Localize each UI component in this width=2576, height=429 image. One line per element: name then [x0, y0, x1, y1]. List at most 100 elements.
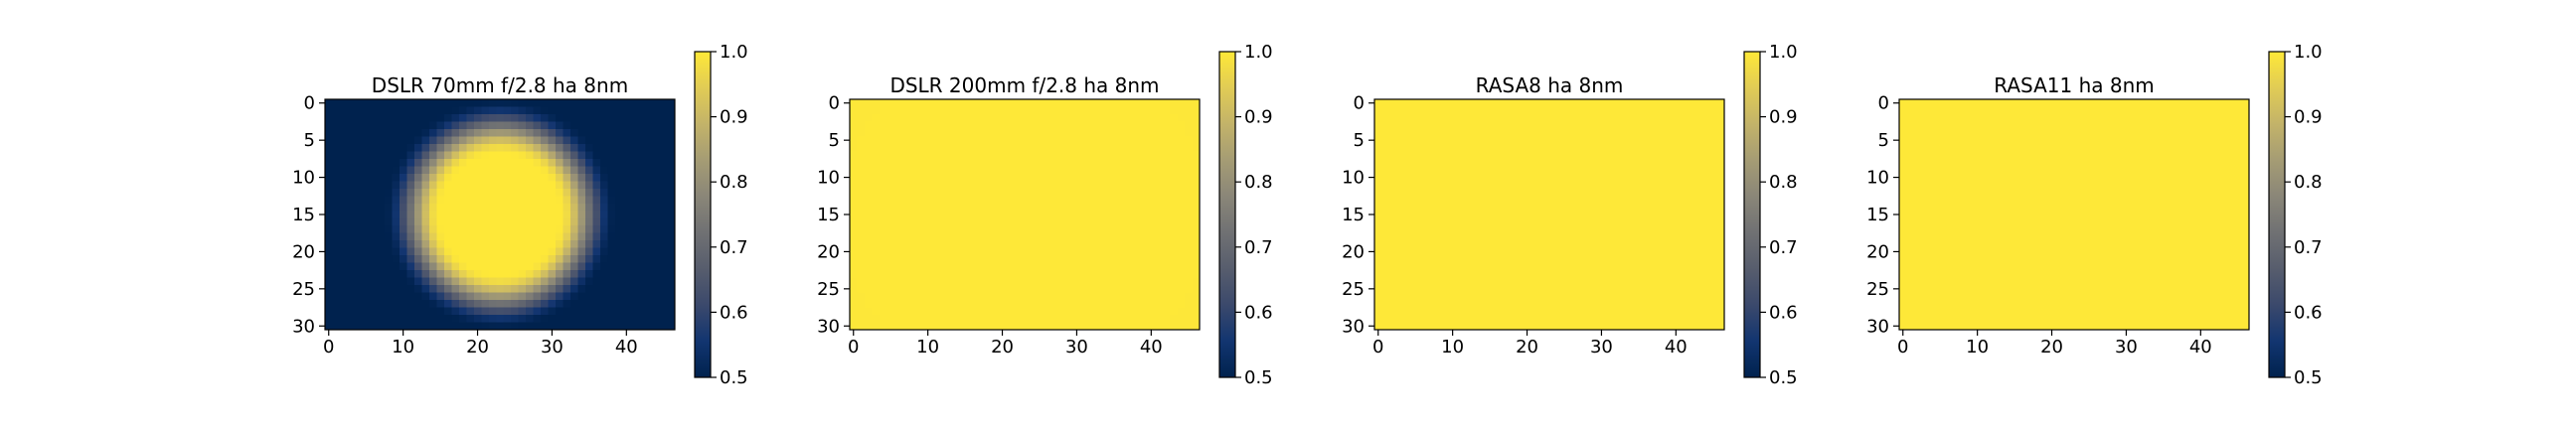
heatmap-cell [1418, 315, 1428, 324]
heatmap-cell [1072, 315, 1081, 324]
heatmap-cell [1102, 196, 1111, 205]
heatmap-cell [864, 136, 874, 145]
heatmap-cell [879, 151, 888, 160]
heatmap-cell [473, 270, 482, 279]
heatmap-cell [916, 136, 925, 145]
heatmap-cell [511, 240, 520, 249]
heatmap-cell [1642, 181, 1651, 190]
heatmap-cell [1057, 99, 1066, 108]
heatmap-cell [1426, 225, 1435, 234]
heatmap-cell [466, 158, 475, 167]
heatmap-cell [1170, 307, 1179, 316]
heatmap-cell [1516, 217, 1525, 226]
heatmap-cell [1928, 113, 1938, 123]
heatmap-cell [1627, 99, 1636, 108]
heatmap-cell [503, 262, 512, 271]
heatmap-cell [1013, 225, 1022, 234]
heatmap-cell [1418, 151, 1428, 160]
heatmap-cell [1493, 203, 1502, 212]
heatmap-cell [1620, 181, 1629, 190]
heatmap-cell [451, 262, 460, 271]
heatmap-cell [630, 285, 639, 294]
heatmap-cell [991, 136, 1000, 145]
heatmap-cell [570, 151, 579, 160]
heatmap-cell [1605, 99, 1614, 108]
heatmap-cell [362, 315, 371, 324]
heatmap-cell [488, 158, 497, 167]
heatmap-cell [1716, 240, 1725, 249]
heatmap-cell [1147, 285, 1156, 294]
heatmap-cell [1501, 300, 1510, 309]
heatmap-cell [1680, 173, 1689, 182]
heatmap-cell [983, 188, 992, 197]
heatmap-cell [1635, 166, 1644, 175]
heatmap-cell [428, 158, 437, 167]
heatmap-cell [1426, 113, 1435, 123]
heatmap-cell [503, 292, 512, 301]
x-tick-label: 30 [1590, 337, 1613, 358]
heatmap-cell [436, 262, 445, 271]
heatmap-cell [1680, 315, 1689, 324]
heatmap-cell [488, 203, 497, 212]
heatmap-cell [436, 128, 445, 138]
heatmap-cell [908, 247, 917, 256]
heatmap-cell [362, 240, 371, 249]
heatmap-cell [1170, 143, 1179, 152]
heatmap-cell [2062, 136, 2071, 145]
heatmap-cell [1899, 173, 1908, 182]
heatmap-cell [1155, 196, 1164, 205]
heatmap-cell [1132, 270, 1141, 279]
heatmap-cell [1021, 158, 1030, 167]
heatmap-cell [2152, 99, 2161, 108]
heatmap-cell [645, 151, 654, 160]
heatmap-cell [1155, 128, 1164, 138]
heatmap-cell [1028, 166, 1037, 175]
heatmap-cell [481, 143, 490, 152]
heatmap-cell [1177, 151, 1186, 160]
heatmap-cell [1036, 255, 1045, 264]
heatmap-cell [1958, 113, 1967, 123]
heatmap-cell [1463, 300, 1472, 309]
heatmap-cell [1433, 232, 1442, 241]
heatmap-cell [991, 181, 1000, 190]
heatmap-cell [1545, 240, 1554, 249]
heatmap-cell [1552, 247, 1561, 256]
heatmap-cell [1605, 315, 1614, 324]
heatmap-cell [496, 247, 505, 256]
heatmap-cell [1545, 158, 1554, 167]
heatmap-cell [1403, 255, 1413, 264]
heatmap-cell [1170, 158, 1179, 167]
heatmap-cell [1155, 315, 1164, 324]
heatmap-cell [645, 307, 654, 316]
y-tick-label: 0 [1354, 93, 1365, 114]
heatmap-cell [1095, 181, 1104, 190]
heatmap-cell [1396, 158, 1405, 167]
heatmap-cell [1545, 270, 1554, 279]
heatmap-cell [1095, 322, 1104, 331]
heatmap-cell [1943, 113, 1953, 123]
heatmap-cell [1471, 158, 1480, 167]
heatmap-cell [392, 285, 401, 294]
heatmap-cell [2003, 173, 2012, 182]
heatmap-cell [1996, 128, 2005, 138]
heatmap-cell [1177, 255, 1186, 264]
heatmap-cell [1590, 166, 1599, 175]
heatmap-cell [1493, 270, 1502, 279]
heatmap-cell [2122, 113, 2131, 123]
heatmap-cell [1147, 322, 1156, 331]
heatmap-cell [413, 232, 422, 241]
heatmap-cell [339, 121, 349, 130]
heatmap-cell [1552, 188, 1561, 197]
heatmap-cell [1575, 277, 1584, 286]
heatmap-cell [637, 113, 646, 123]
heatmap-cell [908, 285, 917, 294]
heatmap-cell [1478, 247, 1487, 256]
heatmap-cell [1080, 166, 1089, 175]
heatmap-cell [2241, 158, 2250, 167]
heatmap-cell [1162, 240, 1171, 249]
heatmap-cell [1110, 315, 1119, 324]
heatmap-cell [2047, 106, 2056, 115]
heatmap-cell [998, 106, 1007, 115]
heatmap-cell [1560, 217, 1569, 226]
heatmap-cell [886, 211, 895, 219]
